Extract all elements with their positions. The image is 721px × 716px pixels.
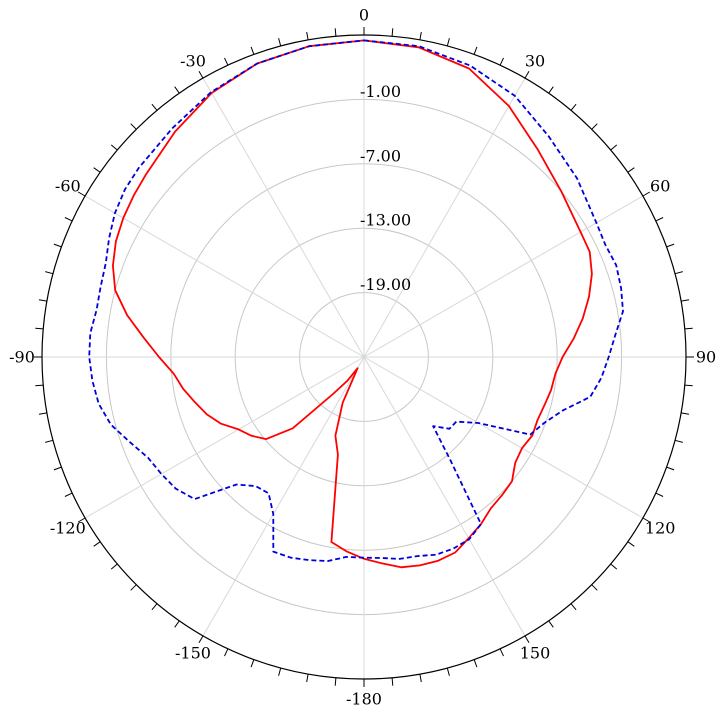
angle-spoke bbox=[84, 195, 365, 358]
series-line-2 bbox=[88, 39, 624, 562]
angle-tick bbox=[334, 677, 337, 686]
angle-tick bbox=[548, 620, 554, 628]
radial-tick-label: -1.00 bbox=[360, 82, 401, 101]
angle-tick bbox=[499, 648, 504, 657]
angle-tick bbox=[473, 46, 478, 55]
angle-tick-label: 60 bbox=[650, 177, 670, 196]
angle-tick-label: -120 bbox=[50, 519, 86, 538]
angle-tick bbox=[278, 38, 282, 47]
angle-tick bbox=[570, 603, 577, 611]
angle-tick bbox=[334, 28, 337, 37]
angle-tick bbox=[681, 412, 690, 415]
angle-tick bbox=[524, 635, 530, 644]
angle-tick bbox=[446, 667, 450, 676]
angle-tick bbox=[53, 243, 62, 248]
angle-tick bbox=[681, 299, 690, 302]
angle-tick bbox=[666, 466, 675, 471]
angle-tick bbox=[77, 517, 86, 523]
angle-tick bbox=[684, 327, 693, 330]
angle-tick bbox=[642, 191, 651, 197]
angle-tick-label: -90 bbox=[9, 348, 35, 367]
angle-tick bbox=[591, 123, 598, 130]
angle-tick bbox=[642, 517, 651, 523]
angle-spoke bbox=[202, 356, 365, 637]
angle-tick bbox=[391, 28, 394, 37]
angle-tick bbox=[250, 46, 255, 55]
angle-spoke bbox=[363, 356, 644, 519]
angle-tick bbox=[45, 439, 54, 443]
angle-tick bbox=[306, 31, 309, 40]
angle-tick bbox=[93, 541, 101, 547]
angle-tick bbox=[684, 384, 693, 387]
angle-tick bbox=[419, 31, 422, 40]
angle-tick-label: 90 bbox=[696, 348, 716, 367]
angle-tick bbox=[77, 191, 86, 197]
angle-tick-label: 120 bbox=[645, 519, 676, 538]
angle-spoke bbox=[363, 77, 526, 358]
angle-tick-label: -60 bbox=[55, 177, 81, 196]
grid-layer bbox=[34, 27, 694, 687]
angle-tick bbox=[674, 271, 683, 275]
angle-tick-label: -150 bbox=[175, 644, 211, 663]
label-layer: 0 30 60 90 120 150 -180 -150 -120 -90 -60 -30 -19.00… bbox=[9, 6, 716, 709]
angle-tick bbox=[674, 439, 683, 443]
radial-tick-label: -13.00 bbox=[360, 211, 411, 230]
angle-tick bbox=[174, 86, 180, 94]
angle-tick bbox=[524, 70, 530, 79]
angle-tick bbox=[35, 384, 44, 387]
angle-tick bbox=[93, 167, 101, 173]
angle-tick-label: 150 bbox=[520, 644, 551, 663]
angle-tick bbox=[224, 57, 229, 66]
angle-tick bbox=[224, 648, 229, 657]
angle-tick bbox=[655, 217, 664, 222]
angle-tick bbox=[130, 123, 137, 130]
angle-tick bbox=[627, 167, 635, 173]
angle-tick bbox=[666, 243, 675, 248]
radial-tick-label: -19.00 bbox=[360, 275, 411, 294]
angle-tick bbox=[473, 659, 478, 668]
angle-tick bbox=[110, 144, 118, 151]
angle-tick bbox=[278, 667, 282, 676]
angle-tick-label: 0 bbox=[359, 6, 369, 25]
angle-tick bbox=[38, 299, 47, 302]
angle-tick bbox=[391, 677, 394, 686]
angle-tick-label: -180 bbox=[346, 690, 382, 709]
angle-tick bbox=[306, 674, 309, 683]
angle-tick bbox=[548, 86, 554, 94]
angle-tick bbox=[198, 70, 204, 79]
angle-spoke bbox=[363, 356, 526, 637]
angle-tick bbox=[151, 603, 158, 611]
angle-tick bbox=[64, 217, 73, 222]
angle-tick bbox=[64, 492, 73, 497]
angle-tick bbox=[151, 103, 158, 111]
angle-tick bbox=[45, 271, 54, 275]
angle-tick bbox=[130, 584, 137, 591]
series-layer bbox=[88, 39, 624, 569]
angle-tick bbox=[446, 38, 450, 47]
angle-tick bbox=[53, 466, 62, 471]
angle-tick bbox=[35, 327, 44, 330]
angle-tick bbox=[627, 541, 635, 547]
angle-tick bbox=[198, 635, 204, 644]
angle-tick-label: 30 bbox=[525, 51, 545, 70]
angle-spoke bbox=[84, 356, 365, 519]
angle-tick bbox=[610, 144, 618, 151]
radial-tick-label: -7.00 bbox=[360, 146, 401, 165]
angle-tick bbox=[499, 57, 504, 66]
angle-tick bbox=[610, 563, 618, 570]
angle-tick bbox=[570, 103, 577, 111]
series-line-1 bbox=[112, 39, 593, 569]
angle-tick-label: -30 bbox=[180, 51, 206, 70]
angle-tick bbox=[591, 584, 598, 591]
angle-tick bbox=[250, 659, 255, 668]
angle-spoke bbox=[202, 77, 365, 358]
angle-tick bbox=[110, 563, 118, 570]
angle-tick bbox=[655, 492, 664, 497]
angle-tick bbox=[419, 674, 422, 683]
angle-tick bbox=[174, 620, 180, 628]
angle-tick bbox=[38, 412, 47, 415]
